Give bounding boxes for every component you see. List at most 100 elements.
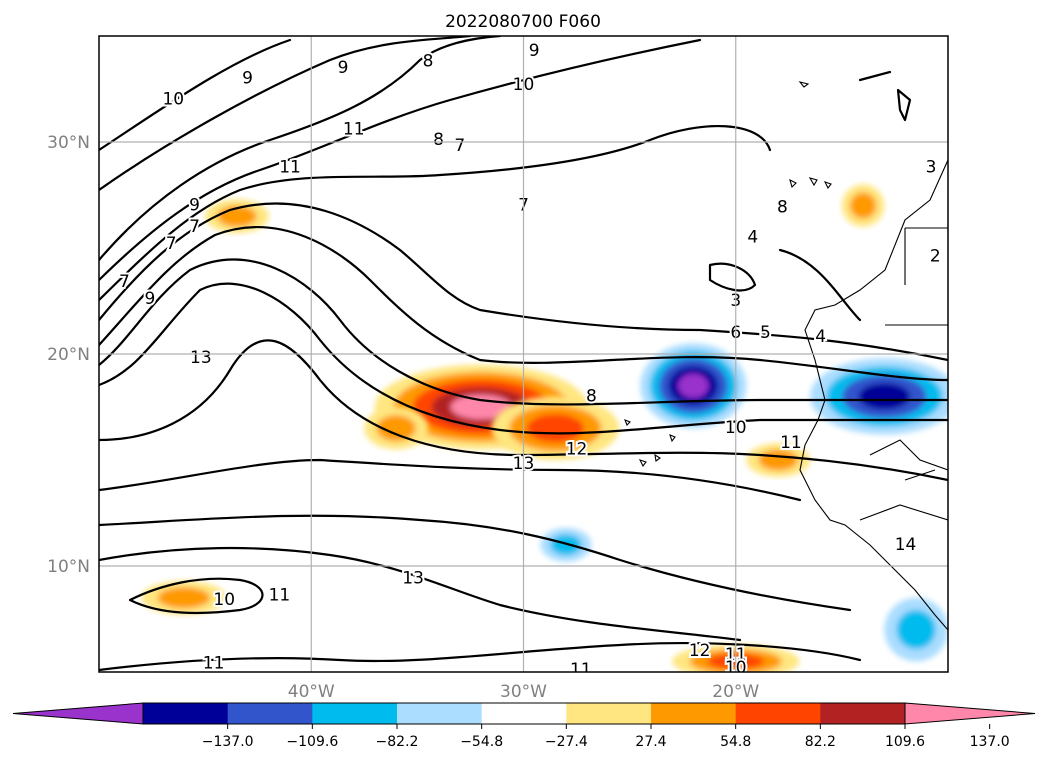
contour-label-halo: 13	[402, 569, 424, 589]
contour-label: 4	[815, 327, 826, 347]
anomaly-field	[841, 184, 885, 227]
colorbar-ticks: −137.0 −109.6 −82.2 −54.8 −27.4 27.4 54.8 82.2 1…	[202, 724, 1010, 750]
contour-label-halo: 8	[433, 130, 444, 150]
anomaly-contour-fill	[678, 373, 709, 398]
contour-label: 10	[213, 590, 235, 610]
contour-label-halo: 12	[689, 641, 711, 661]
colorbar-frame	[142, 702, 906, 725]
contour-label: 9	[145, 289, 156, 309]
anomaly-contour-fill	[157, 587, 211, 609]
colorbar-tick-label: −109.6	[286, 734, 338, 750]
anomaly-field	[364, 407, 428, 450]
contour-label-halo: 3	[926, 157, 937, 177]
colorbar-tick-label: 109.6	[885, 734, 925, 750]
contour-label-halo: 12	[566, 439, 588, 459]
contour-label-halo: 13	[190, 348, 212, 368]
colorbar-tick-label: −54.8	[460, 734, 503, 750]
contour-label: 12	[566, 439, 588, 459]
latitude-tick-label: 10°N	[47, 557, 90, 577]
contour-line	[896, 88, 912, 122]
longitude-tick-label: 30°W	[500, 682, 547, 702]
contour-label: 13	[402, 569, 424, 589]
contour-label: 9	[189, 196, 200, 216]
contour-line	[99, 258, 948, 406]
contour-label-halo: 8	[777, 198, 788, 218]
contour-line	[99, 202, 948, 362]
contour-label-halo: 11	[269, 586, 291, 606]
cape-verde-islands	[624, 419, 676, 468]
anomaly-field	[884, 597, 948, 662]
colorbar-segment	[481, 703, 567, 724]
anomaly-field	[491, 396, 620, 461]
colorbar-segment	[397, 703, 483, 724]
contour-label-halo: 2	[930, 246, 941, 266]
colorbar-tick-label: 27.4	[635, 734, 666, 750]
contour-line	[128, 577, 264, 615]
colorbar-segment	[651, 703, 737, 724]
contour-label-halo: 8	[586, 386, 597, 406]
anomaly-contour-fill	[850, 192, 877, 219]
map-frame	[98, 35, 949, 673]
colorbar-extend-low	[12, 702, 144, 725]
contour-label-halo: 7	[189, 217, 200, 237]
colorbar-tick-label: 82.2	[805, 734, 836, 750]
contour-label-halo: 11	[343, 119, 365, 139]
colorbar-tick-label: 137.0	[970, 734, 1010, 750]
contour-label-halo: 9	[242, 68, 253, 88]
contour-line	[99, 38, 702, 282]
contour-line	[99, 546, 742, 642]
contour-label-halo: 11	[780, 433, 802, 453]
contour-line	[99, 36, 502, 262]
contour-line	[99, 282, 948, 435]
contour-line	[99, 226, 948, 382]
contour-label: 12	[689, 641, 711, 661]
contour-label-halo: 11	[279, 157, 301, 177]
contour-label-halo: 9	[189, 196, 200, 216]
contour-label: 7	[189, 217, 200, 237]
anomaly-contour-fill	[376, 415, 416, 442]
contour-label: 9	[242, 68, 253, 88]
contour-label: 11	[780, 433, 802, 453]
latitude-tick-label: 20°N	[47, 345, 90, 365]
colorbar-segment	[312, 703, 398, 724]
anomaly-field	[540, 527, 592, 562]
contour-label: 11	[570, 660, 592, 680]
grid-layer	[99, 36, 948, 672]
colorbar-extend-high	[904, 702, 1036, 725]
contour-label-halo: 11	[570, 660, 592, 680]
longitude-tick-label: 40°W	[288, 682, 335, 702]
contour-label: 7	[166, 234, 177, 254]
contour-label-halo: 4	[747, 227, 758, 247]
contour-label: 11	[269, 586, 291, 606]
contour-label: 3	[926, 157, 937, 177]
contour-line	[708, 262, 757, 292]
colorbar: −137.0 −109.6 −82.2 −54.8 −27.4 27.4 54.8 82.2 1…	[12, 702, 1036, 750]
contour-label-halo: 11	[203, 654, 225, 674]
contour-label-halo: 10	[162, 90, 184, 110]
colorbar-segments	[12, 702, 1036, 725]
anomaly-contour-fill	[858, 383, 911, 410]
contour-label-halo: 8	[423, 51, 434, 71]
colorbar-tick-label: −137.0	[202, 734, 254, 750]
anomaly-contour-fill	[527, 414, 584, 443]
contour-label: 8	[586, 386, 597, 406]
contour-label: 8	[433, 130, 444, 150]
colorbar-segment	[735, 703, 821, 724]
contour-label: 11	[343, 119, 365, 139]
contour-label: 7	[454, 136, 465, 156]
contour-label: 13	[190, 348, 212, 368]
contour-label: 11	[203, 654, 225, 674]
contour-layer	[99, 36, 948, 672]
contour-line	[99, 124, 772, 302]
contour-label: 5	[760, 323, 771, 343]
chart-title: 2022080700 F060	[445, 12, 601, 32]
colorbar-segment	[227, 703, 313, 724]
contour-line	[99, 339, 948, 482]
contour-label-halo: 5	[760, 323, 771, 343]
colorbar-tick-label: 54.8	[720, 734, 751, 750]
western-sahara-border	[885, 227, 948, 326]
colorbar-segment	[820, 703, 906, 724]
contour-line	[99, 458, 802, 502]
